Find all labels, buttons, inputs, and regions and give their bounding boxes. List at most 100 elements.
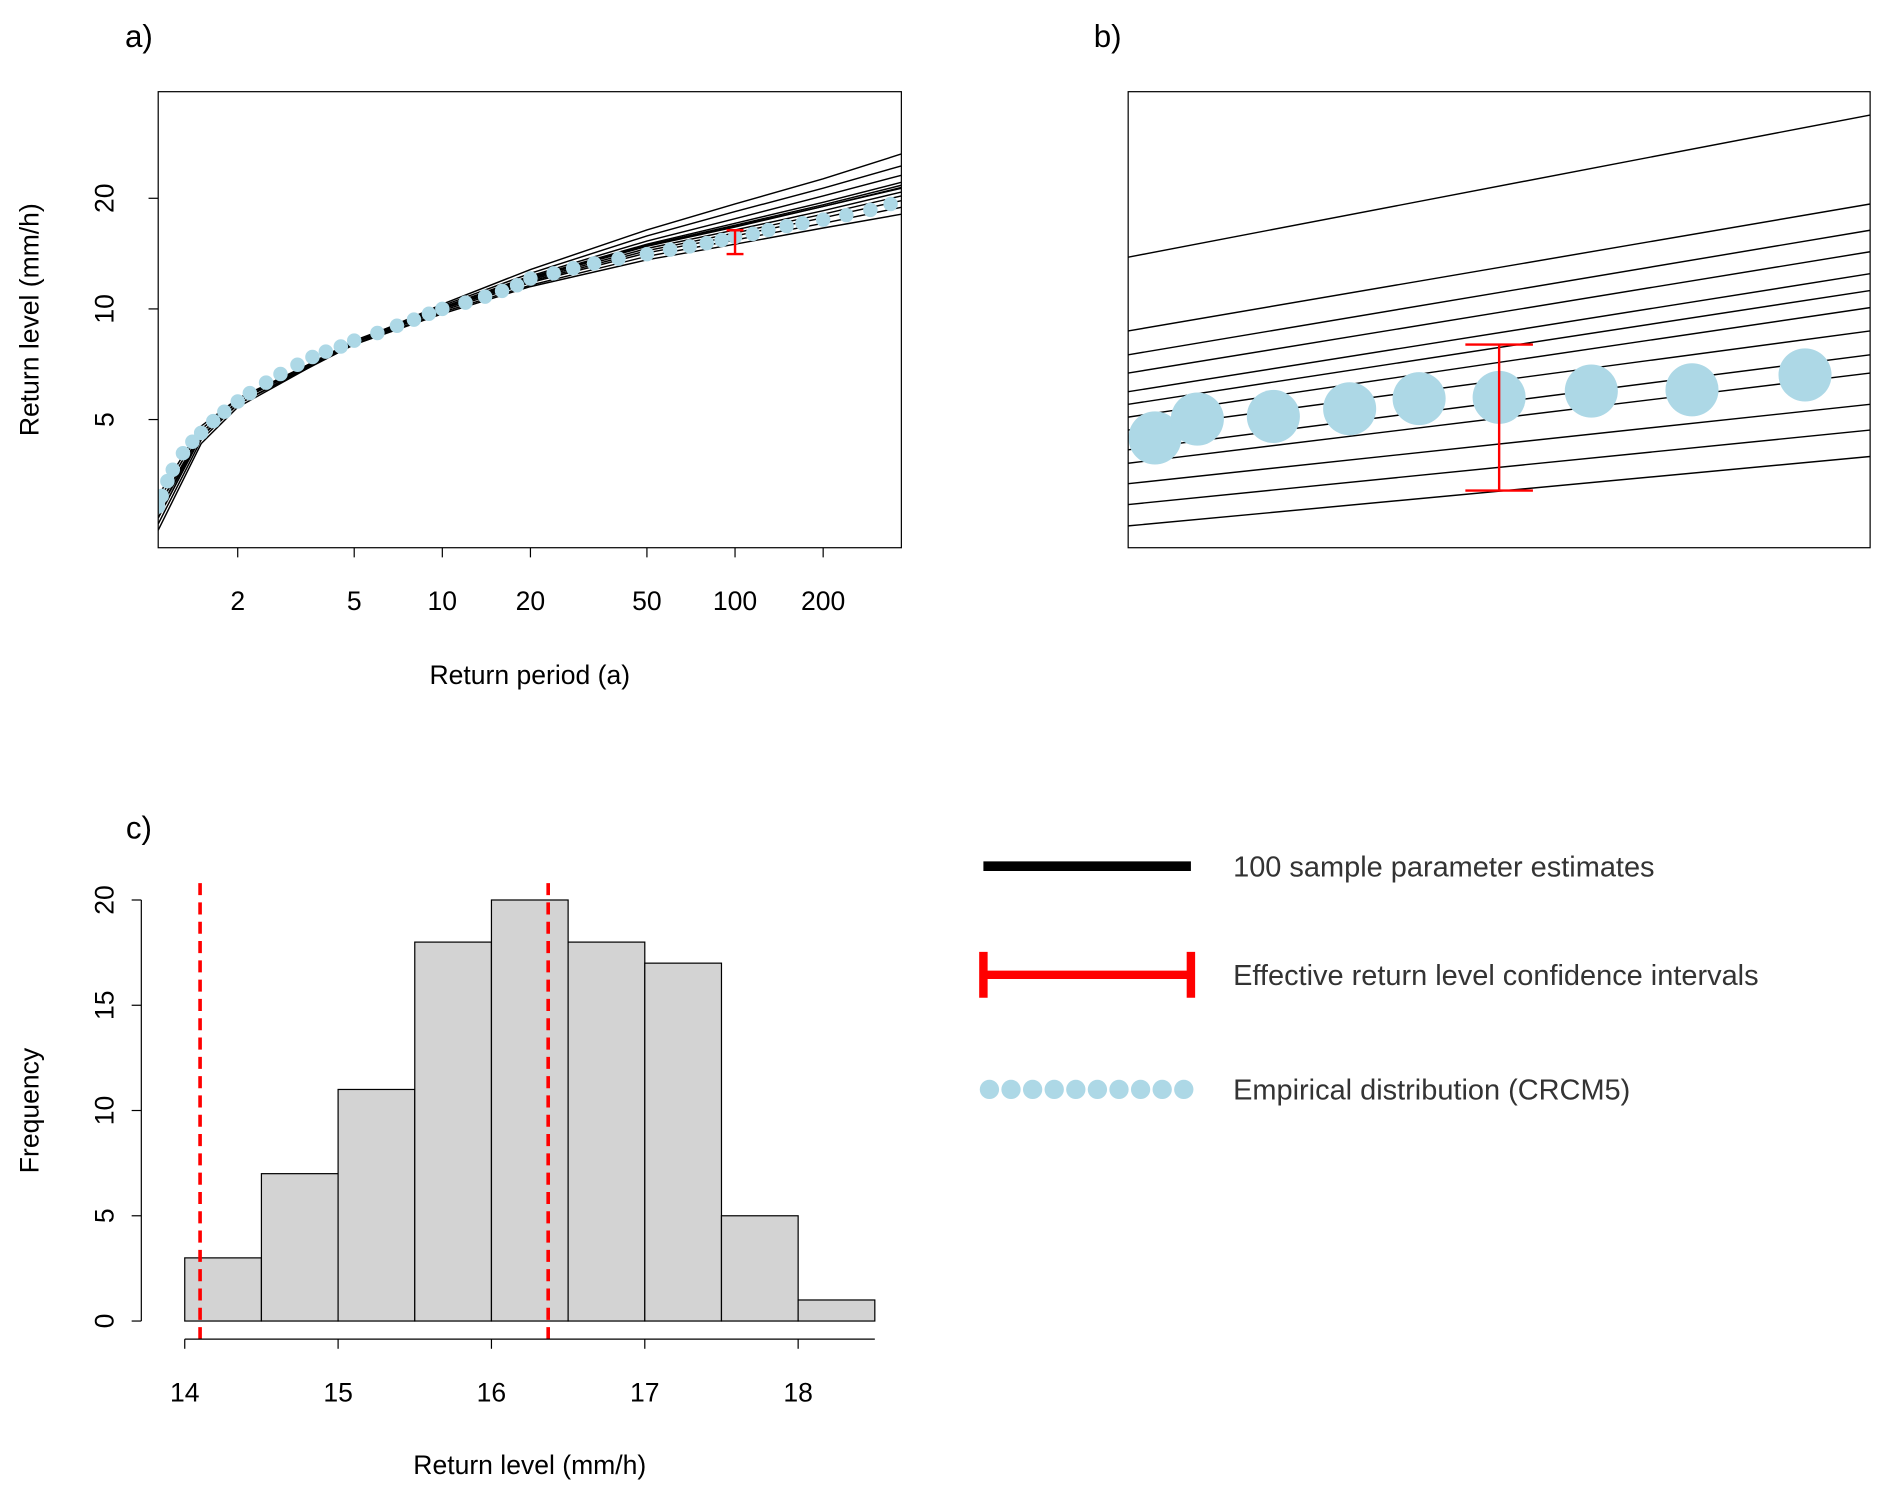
empirical-point	[258, 375, 274, 390]
plot-area	[158, 153, 902, 531]
empirical-point	[1392, 372, 1446, 426]
x-tick-label: 100	[713, 586, 757, 616]
legend-dot	[1130, 1079, 1151, 1100]
empirical-point	[290, 357, 305, 372]
y-tick-label: 20	[89, 885, 119, 915]
bar	[567, 941, 646, 1322]
legend-dot	[1066, 1079, 1086, 1100]
x-tick-label: 5	[347, 586, 362, 616]
empirical-point	[611, 251, 626, 266]
empirical-point	[1323, 382, 1377, 436]
y-axis-label: Return level (mm/h)	[15, 203, 45, 436]
y-tick-label: 0	[89, 1314, 119, 1329]
bar	[720, 1215, 799, 1322]
sample-line	[158, 199, 902, 502]
panel-title: a)	[125, 19, 153, 54]
empirical-point	[435, 301, 450, 317]
empirical-point	[230, 394, 245, 409]
empirical-point	[477, 289, 493, 304]
empirical-point	[273, 366, 288, 382]
legend-label: Effective return level confidence interv…	[1233, 960, 1758, 992]
empirical-point	[1170, 392, 1224, 446]
empirical-point	[546, 266, 561, 281]
empirical-point	[305, 349, 320, 365]
empirical-point	[370, 325, 385, 341]
empirical-point	[1665, 363, 1719, 417]
legend-dot	[1174, 1079, 1194, 1100]
sample-line	[158, 206, 902, 502]
empirical-point	[1778, 348, 1832, 402]
panel-title: b)	[1094, 19, 1122, 54]
sample-line	[1128, 273, 1871, 393]
empirical-point	[160, 473, 175, 489]
plot-area	[1128, 114, 1871, 527]
x-tick-label: 18	[783, 1378, 813, 1408]
empirical-point	[389, 318, 405, 333]
x-tick-label: 200	[801, 586, 845, 616]
empirical-point	[458, 295, 473, 310]
empirical-point	[745, 226, 761, 242]
empirical-point	[714, 232, 729, 248]
plot-frame	[1127, 91, 1871, 549]
sample-line	[158, 165, 902, 525]
empirical-point	[175, 445, 191, 461]
x-tick-label: 15	[323, 1378, 353, 1408]
sample-line	[158, 186, 902, 513]
x-tick-label: 20	[516, 586, 546, 616]
legend-dot	[979, 1079, 1000, 1100]
sample-line	[158, 184, 902, 519]
legend-label: Empirical distribution (CRCM5)	[1233, 1074, 1630, 1106]
sample-line	[158, 213, 902, 497]
empirical-point	[318, 344, 334, 359]
empirical-point	[1564, 364, 1618, 418]
empirical-point	[662, 242, 678, 257]
empirical-point	[779, 218, 794, 234]
empirical-point	[333, 339, 349, 354]
legend-dot	[1152, 1079, 1172, 1100]
x-tick-label: 10	[428, 586, 458, 616]
legend-dot	[1044, 1079, 1064, 1100]
empirical-point	[158, 488, 169, 504]
sample-line	[1128, 114, 1871, 258]
y-tick-label: 10	[89, 294, 119, 324]
legend-label: 100 sample parameter estimates	[1233, 851, 1654, 883]
legend-dot	[1087, 1079, 1108, 1100]
bar	[260, 1173, 339, 1322]
empirical-point	[699, 235, 714, 251]
sample-line	[158, 195, 902, 507]
empirical-point	[509, 277, 525, 293]
empirical-point	[883, 196, 898, 212]
empirical-point	[795, 216, 810, 231]
legend-dot	[1001, 1079, 1021, 1100]
empirical-point	[1128, 411, 1182, 465]
sample-line	[158, 191, 902, 507]
x-tick-label: 14	[170, 1378, 200, 1408]
sample-line	[1128, 251, 1871, 374]
empirical-point	[406, 312, 422, 327]
legend-dot	[1109, 1079, 1129, 1100]
sample-line	[1128, 229, 1871, 356]
empirical-point	[523, 271, 538, 286]
legend-dot	[1022, 1079, 1043, 1100]
empirical-point	[185, 434, 200, 450]
empirical-point	[1246, 389, 1300, 444]
y-tick-label: 5	[89, 412, 119, 427]
y-axis-label: Frequency	[15, 1047, 45, 1173]
empirical-point	[346, 333, 362, 348]
sample-line	[1128, 203, 1871, 332]
empirical-point	[494, 283, 510, 299]
y-tick-label: 10	[89, 1096, 119, 1126]
plot-frame	[157, 91, 902, 549]
bar	[797, 1299, 876, 1322]
empirical-point	[193, 425, 209, 441]
empirical-point	[761, 222, 776, 238]
bar	[184, 1257, 263, 1322]
empirical-point	[863, 202, 878, 218]
y-tick-label: 20	[89, 184, 119, 214]
empirical-point	[217, 404, 232, 420]
empirical-point	[815, 212, 831, 227]
x-tick-label: 50	[632, 586, 662, 616]
empirical-point	[206, 413, 221, 429]
